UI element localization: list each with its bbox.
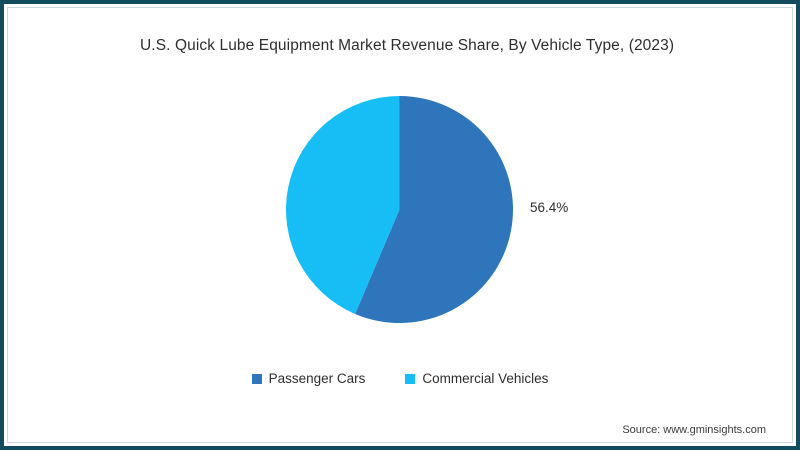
legend-item-label: Passenger Cars: [268, 371, 366, 386]
pie-slices: [286, 96, 513, 323]
pie-slice[interactable]: [355, 96, 513, 323]
chart-legend: Passenger Cars Commercial Vehicles: [0, 371, 800, 386]
legend-item-passenger-cars[interactable]: Passenger Cars: [251, 371, 366, 386]
legend-item-label: Commercial Vehicles: [422, 371, 549, 386]
legend-swatch-icon: [405, 373, 416, 384]
legend-item-commercial-vehicles[interactable]: Commercial Vehicles: [405, 371, 548, 386]
source-attribution: Source: www.gminsights.com: [622, 424, 766, 436]
pie-chart: [286, 96, 513, 323]
chart-title: U.S. Quick Lube Equipment Market Revenue…: [140, 37, 675, 54]
legend-swatch-icon: [251, 373, 262, 384]
pie-slice[interactable]: [286, 96, 400, 314]
slice-value-label-passenger-cars: 56.4%: [530, 200, 569, 215]
pie-svg: [286, 96, 513, 323]
